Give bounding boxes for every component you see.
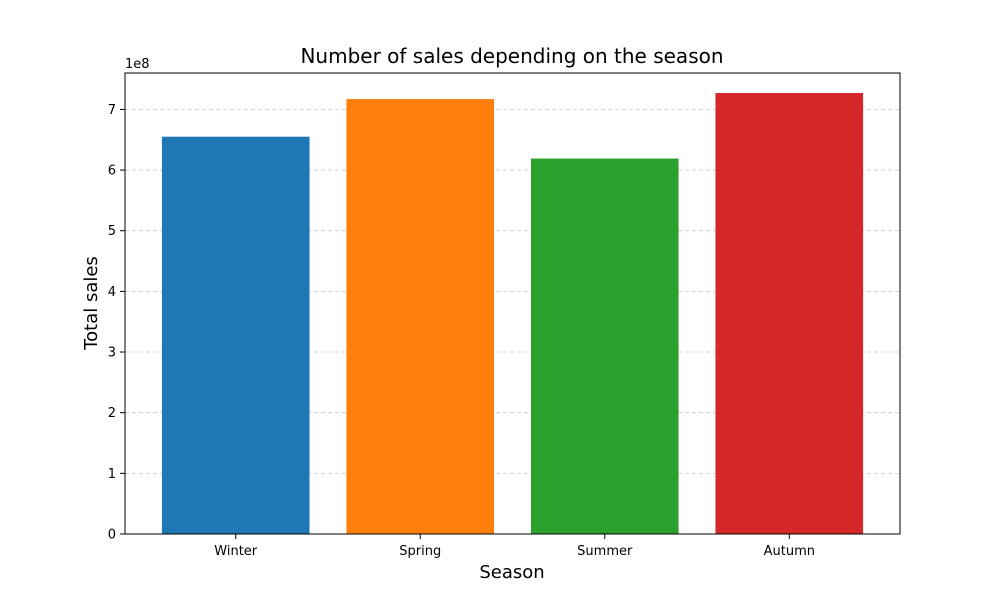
- bar-winter: [161, 136, 310, 534]
- bars: [161, 93, 864, 535]
- y-axis-ticks: 0 1 2 3 4 5 6 7: [108, 103, 125, 543]
- y-tick-label: 1: [108, 467, 116, 482]
- y-axis-offset-label: 1e8: [125, 57, 150, 72]
- axes-frame: [124, 72, 901, 535]
- x-tick-label: Autumn: [764, 544, 815, 559]
- bar-spring: [346, 99, 495, 535]
- y-tick-label: 5: [108, 224, 116, 239]
- y-axis-label: Total sales: [81, 256, 102, 351]
- x-axis-label: Season: [479, 562, 544, 583]
- x-tick-label: Winter: [214, 544, 258, 559]
- chart-title: Number of sales depending on the season: [300, 44, 723, 68]
- bar-autumn: [715, 93, 864, 535]
- x-axis-ticks: Winter Spring Summer Autumn: [214, 534, 815, 559]
- bar-summer: [530, 158, 679, 534]
- y-tick-label: 0: [108, 528, 116, 543]
- y-tick-label: 4: [108, 285, 116, 300]
- x-tick-label: Spring: [399, 544, 441, 559]
- y-tick-label: 3: [108, 346, 116, 361]
- x-tick-label: Summer: [577, 544, 633, 559]
- y-tick-label: 6: [108, 164, 116, 179]
- y-tick-label: 2: [108, 406, 116, 421]
- y-tick-label: 7: [108, 103, 116, 118]
